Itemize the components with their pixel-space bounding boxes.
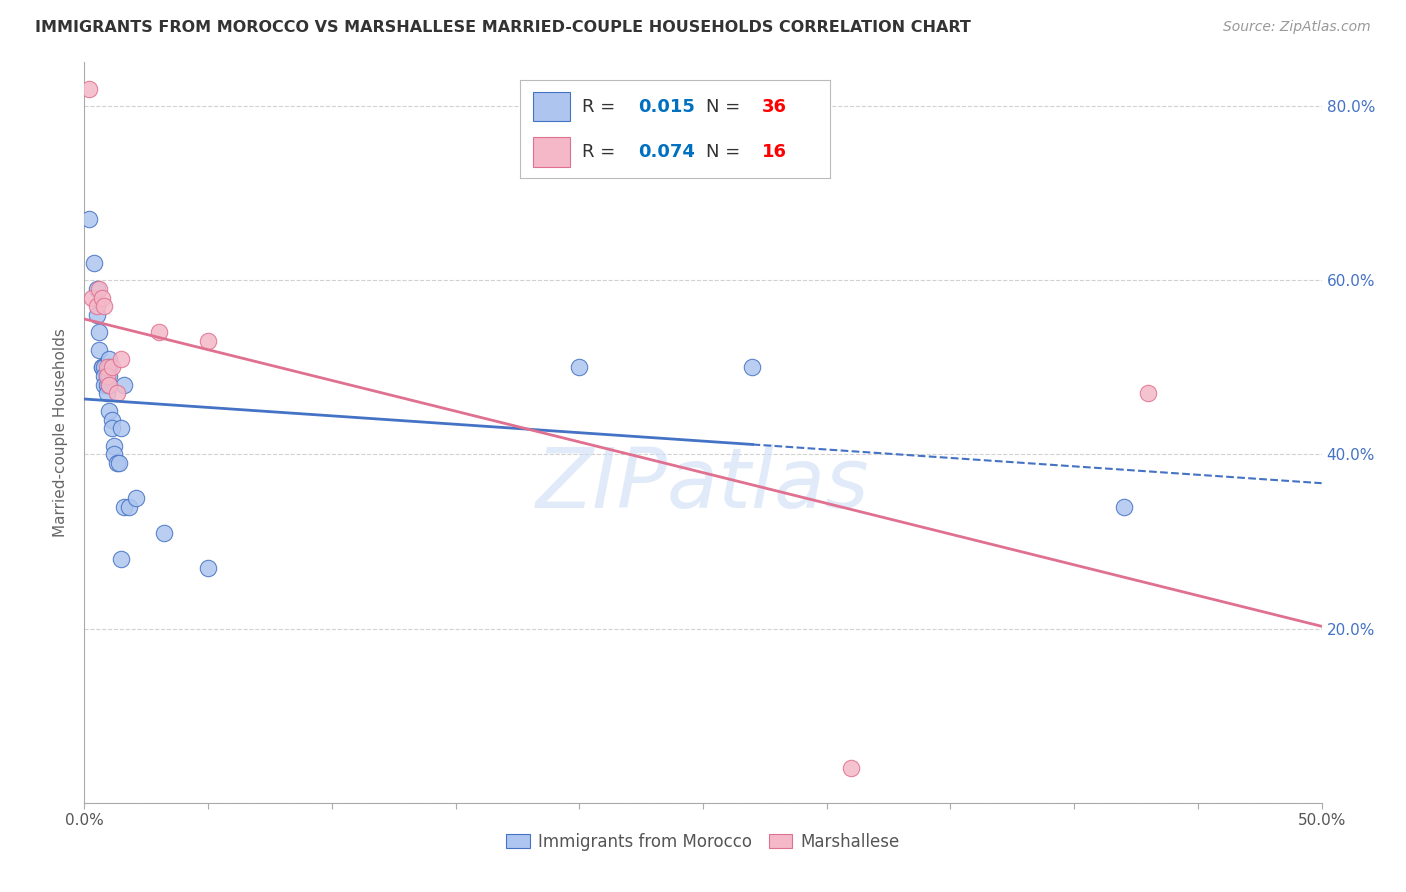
Point	[83, 256, 105, 270]
Point	[90, 360, 112, 375]
Point	[568, 360, 591, 375]
Text: 36: 36	[762, 98, 786, 116]
Text: 0.015: 0.015	[638, 98, 695, 116]
Point	[93, 360, 115, 375]
Point	[112, 377, 135, 392]
Text: 0.074: 0.074	[638, 143, 695, 161]
Point	[86, 308, 108, 322]
Point	[197, 560, 219, 574]
Text: N =: N =	[706, 98, 745, 116]
Point	[98, 369, 121, 384]
Point	[93, 369, 115, 384]
Point	[100, 412, 122, 426]
Point	[93, 299, 115, 313]
Point	[152, 525, 174, 540]
Point	[86, 282, 108, 296]
Point	[98, 377, 121, 392]
FancyBboxPatch shape	[533, 92, 569, 121]
Point	[110, 421, 132, 435]
Point	[89, 343, 111, 357]
Point	[841, 761, 863, 775]
Text: Source: ZipAtlas.com: Source: ZipAtlas.com	[1223, 20, 1371, 34]
Point	[96, 377, 118, 392]
Point	[89, 282, 111, 296]
Point	[197, 334, 219, 348]
Y-axis label: Married-couple Households: Married-couple Households	[53, 328, 69, 537]
Text: N =: N =	[706, 143, 745, 161]
Point	[103, 439, 125, 453]
Point	[98, 404, 121, 418]
Point	[103, 447, 125, 461]
Point	[79, 212, 101, 227]
Text: R =: R =	[582, 143, 621, 161]
Legend: Immigrants from Morocco, Marshallese: Immigrants from Morocco, Marshallese	[499, 826, 907, 857]
Point	[98, 377, 121, 392]
Point	[86, 299, 108, 313]
Point	[110, 351, 132, 366]
Point	[118, 500, 141, 514]
Point	[741, 360, 763, 375]
Point	[1137, 386, 1160, 401]
Point	[96, 386, 118, 401]
Text: ZIPatlas: ZIPatlas	[536, 444, 870, 525]
Text: 16: 16	[762, 143, 786, 161]
Point	[108, 456, 131, 470]
Point	[93, 377, 115, 392]
Point	[148, 326, 170, 340]
Point	[100, 421, 122, 435]
Point	[105, 386, 128, 401]
Point	[96, 360, 118, 375]
Point	[110, 552, 132, 566]
Text: R =: R =	[582, 98, 621, 116]
Point	[89, 326, 111, 340]
Point	[100, 360, 122, 375]
Point	[125, 491, 148, 505]
Point	[90, 291, 112, 305]
Text: IMMIGRANTS FROM MOROCCO VS MARSHALLESE MARRIED-COUPLE HOUSEHOLDS CORRELATION CHA: IMMIGRANTS FROM MOROCCO VS MARSHALLESE M…	[35, 20, 972, 35]
FancyBboxPatch shape	[533, 137, 569, 167]
Point	[105, 456, 128, 470]
Point	[79, 81, 101, 95]
Point	[96, 369, 118, 384]
Point	[98, 360, 121, 375]
Point	[80, 291, 103, 305]
Point	[90, 360, 112, 375]
Point	[98, 351, 121, 366]
Point	[112, 500, 135, 514]
Point	[1112, 500, 1135, 514]
Point	[96, 369, 118, 384]
